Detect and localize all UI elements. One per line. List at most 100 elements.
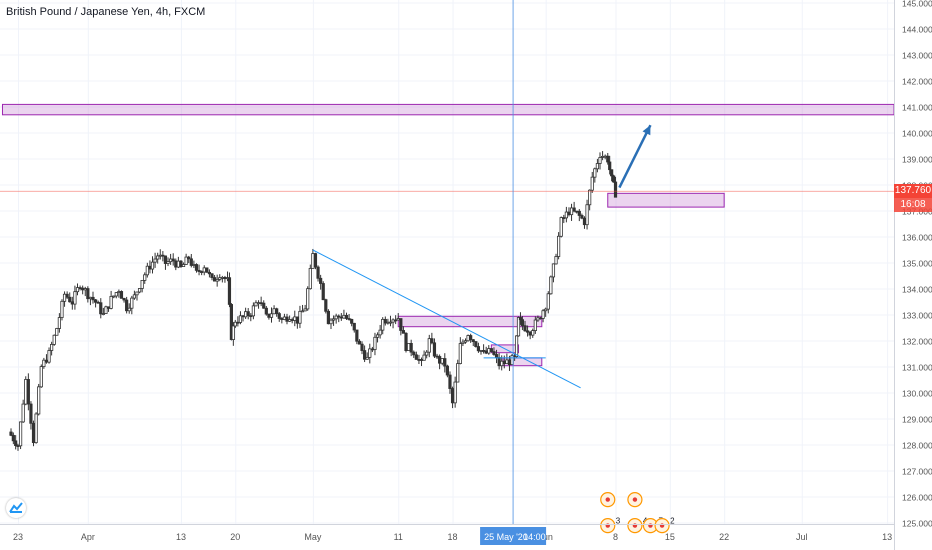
candle-body (60, 300, 64, 318)
candle-body (316, 266, 320, 279)
candle-body (207, 271, 212, 275)
candle-body (497, 357, 501, 367)
candle-body (394, 319, 398, 322)
candle-body (461, 341, 465, 344)
candle-body (181, 264, 186, 267)
y-tick-label: 127.000 (902, 467, 932, 477)
candle-body (404, 332, 408, 351)
candle-body (246, 311, 250, 317)
trendline[interactable] (312, 249, 581, 389)
candle-body (127, 307, 131, 312)
candle-body (202, 267, 206, 273)
candle-body (254, 302, 258, 307)
zone-rect[interactable] (1, 103, 895, 116)
candle-body (334, 315, 338, 320)
y-tick-label: 135.000 (902, 259, 932, 269)
y-tick-label: 133.000 (902, 311, 932, 321)
candle-body (68, 296, 72, 303)
candle-body (249, 315, 253, 318)
candle-body (50, 343, 54, 351)
candle-body (223, 277, 227, 280)
candle-body (192, 264, 196, 266)
candle-body (391, 319, 395, 323)
y-axis[interactable]: 145.000 144.000 143.000 142.000 141.000 140.0… (902, 0, 932, 529)
candle-body (272, 308, 276, 315)
x-tick-label: 20 (230, 532, 240, 542)
candle-body (114, 292, 118, 297)
candle-body (606, 155, 610, 163)
y-tick-label: 141.000 (902, 103, 932, 113)
candle-body (73, 291, 77, 305)
candle-body (220, 277, 224, 279)
current-price-badge: 137.760 (894, 184, 932, 198)
candle-body (562, 217, 566, 219)
candle-body (39, 366, 43, 388)
candle-body (189, 258, 193, 266)
zone-rect[interactable] (607, 192, 725, 208)
candle-body (445, 365, 449, 376)
candle-body (169, 258, 173, 263)
candle-body (582, 217, 587, 226)
candle-body (31, 422, 36, 444)
candle-body (101, 313, 105, 315)
event-icons[interactable]: 3472 (600, 492, 675, 534)
x-tick-label: 13 (176, 532, 186, 542)
candle-body (81, 287, 85, 291)
y-tick-label: 144.000 (902, 25, 932, 35)
candle-body (9, 431, 13, 436)
candle-body (355, 329, 359, 342)
candle-body (24, 379, 28, 405)
candle-body (342, 314, 346, 319)
candle-body (184, 256, 188, 265)
candle-body (520, 319, 525, 327)
y-tick-label: 142.000 (902, 77, 932, 87)
candle-body (507, 359, 512, 366)
candle-body (88, 296, 93, 300)
x-tick-label: 18 (448, 532, 458, 542)
candle-body (440, 358, 444, 364)
candle-body (55, 328, 59, 336)
y-tick-label: 129.000 (902, 415, 932, 425)
x-tick-label: May (304, 532, 322, 542)
candle-body (339, 316, 343, 319)
candle-body (148, 265, 152, 270)
candle-body (427, 338, 431, 353)
candle-body (150, 261, 155, 270)
candle-body (417, 359, 421, 361)
candle-body (34, 413, 38, 444)
candle-body (166, 261, 170, 264)
candle-body (109, 295, 113, 309)
candle-body (409, 342, 413, 353)
candle-body (554, 256, 558, 265)
candle-body (293, 316, 297, 321)
candle-body (611, 175, 616, 183)
candle-body (360, 343, 364, 351)
candle-body (210, 273, 214, 278)
zone-rect[interactable] (397, 315, 543, 328)
candle-body (448, 374, 452, 389)
x-tick-label: 8 (613, 532, 618, 542)
candle-body (91, 296, 95, 301)
candle-body (236, 321, 240, 324)
candle-body (531, 330, 535, 336)
candle-body (326, 310, 331, 325)
candle-body (344, 314, 349, 319)
candle-body (603, 155, 607, 158)
candle-body (26, 379, 30, 405)
candle-body (137, 288, 142, 293)
candle-body (229, 304, 233, 340)
crosshair-label-bg (480, 527, 547, 545)
arrow-line[interactable] (618, 124, 652, 189)
candle-body (52, 334, 56, 345)
candle-body (264, 307, 268, 315)
candle-body (533, 319, 537, 331)
candle-body (588, 189, 592, 206)
candle-body (218, 277, 222, 280)
candle-body (567, 211, 571, 216)
candle-body (435, 355, 439, 358)
tradingview-logo-icon[interactable] (6, 498, 26, 518)
candle-body (572, 207, 576, 212)
